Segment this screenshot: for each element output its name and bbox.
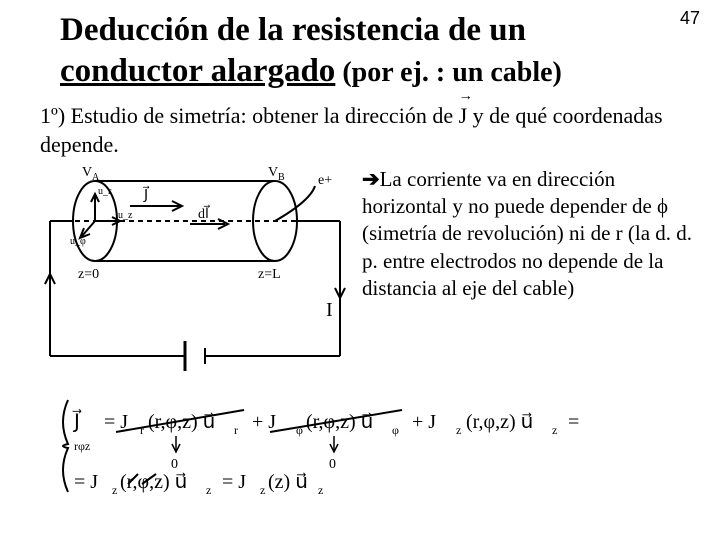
svg-text:+ J: + J: [252, 411, 276, 433]
arrow-lead-icon: ➔: [362, 168, 380, 191]
svg-text:0: 0: [329, 457, 336, 472]
svg-text:B: B: [278, 172, 285, 183]
label-z0: z=0: [78, 267, 99, 282]
svg-text:rφz: rφz: [74, 439, 90, 453]
svg-text:= J: = J: [74, 471, 98, 493]
svg-text:(z) u⃗: (z) u⃗: [268, 471, 308, 493]
svg-text:z: z: [552, 423, 557, 437]
label-eplus: e+: [318, 173, 332, 188]
svg-text:(r,φ,z) u⃗: (r,φ,z) u⃗: [466, 411, 533, 433]
svg-text:z: z: [206, 483, 211, 497]
svg-text:z: z: [112, 483, 117, 497]
svg-text:r: r: [234, 423, 238, 437]
svg-text:= J: = J: [222, 471, 246, 493]
svg-text:(r,φ,z) u⃗: (r,φ,z) u⃗: [306, 411, 373, 433]
label-zL: z=L: [258, 267, 281, 282]
svg-text:φ: φ: [392, 423, 399, 437]
svg-text:φ: φ: [296, 423, 303, 437]
svg-text:A: A: [92, 172, 100, 183]
svg-text:(r,φ,z) u⃗: (r,φ,z) u⃗: [148, 411, 215, 433]
title-line2b: (por ej. : un cable): [335, 57, 562, 88]
svg-text:r: r: [140, 423, 144, 437]
label-dl: dl⃗: [198, 204, 210, 222]
equation-block: J⃗ rφz = J r (r,φ,z) u⃗ r 0 + J φ (r,φ,z) u…: [56, 392, 700, 502]
svg-text:z: z: [260, 483, 265, 497]
label-I-left: I: [40, 299, 41, 321]
svg-text:u_r: u_r: [98, 186, 112, 197]
step-text-a: Estudio de simetría: obtener la direcció…: [71, 103, 459, 128]
label-I-right: I: [326, 299, 333, 321]
svg-text:u_φ: u_φ: [70, 236, 86, 247]
svg-text:u_z: u_z: [118, 210, 133, 221]
page-number: 47: [680, 8, 700, 29]
label-VB: V: [268, 166, 278, 180]
svg-text:z: z: [456, 423, 461, 437]
svg-text:0: 0: [171, 457, 178, 472]
vector-J: J: [459, 101, 468, 131]
title-line2a: conductor alargado: [60, 53, 335, 89]
slide-title: Deducción de la resistencia de un conduc…: [60, 10, 660, 93]
svg-text:+ J: + J: [412, 411, 436, 433]
label-J: J⃗: [143, 185, 150, 203]
title-line1: Deducción de la resistencia de un: [60, 12, 526, 48]
svg-text:J⃗: J⃗: [72, 408, 82, 433]
rhs-body: La corriente va en dirección horizontal …: [362, 167, 692, 300]
explanation-text: ➔La corriente va en dirección horizontal…: [362, 166, 700, 302]
svg-text:z: z: [318, 483, 323, 497]
step-1: 1º) Estudio de simetría: obtener la dire…: [40, 101, 700, 160]
svg-text:=: =: [568, 411, 579, 433]
step-label: 1º): [40, 103, 65, 128]
label-VA: V: [82, 166, 92, 180]
circuit-figure: VA VB e+ z=0 z=L I I J⃗ dl⃗ u_r u_z u_φ: [40, 166, 350, 386]
